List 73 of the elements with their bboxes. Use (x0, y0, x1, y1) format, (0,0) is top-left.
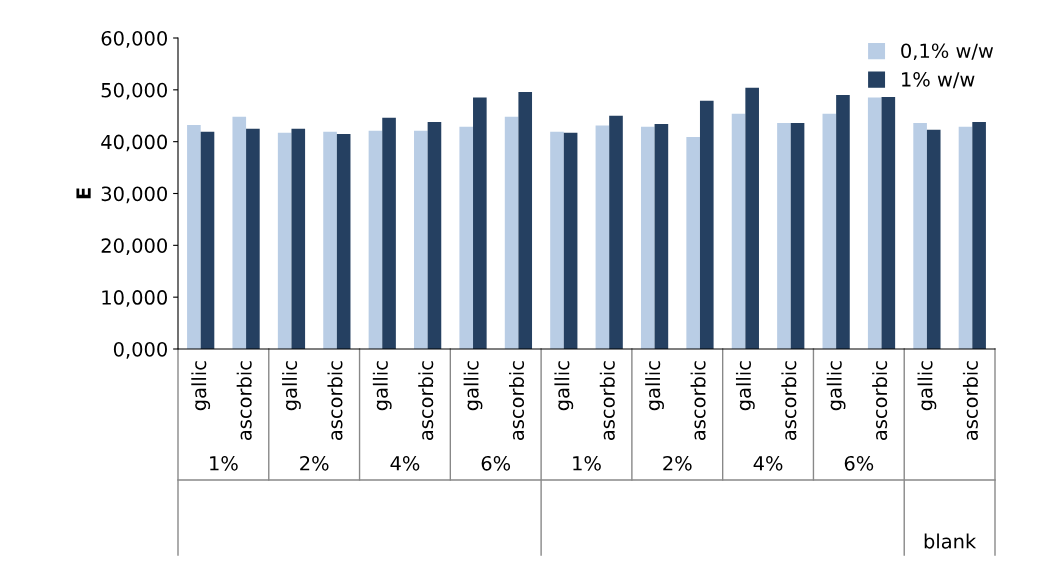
bar (232, 116, 247, 349)
x-tick-label: gallic (282, 361, 301, 411)
x-tick-label: gallic (463, 361, 483, 411)
x-tick-label: ascorbic (781, 361, 797, 441)
bar (200, 131, 215, 349)
y-tick-label: 60,000 (101, 30, 167, 48)
x-tick-label: ascorbic (690, 361, 706, 441)
bar (277, 132, 292, 349)
x-tick-label: ascorbic (962, 361, 978, 441)
bar (686, 137, 700, 349)
text: 2% (663, 455, 692, 471)
bar (745, 87, 759, 349)
text: 1% (210, 455, 238, 471)
x-tick-label: ascorbic (509, 361, 525, 441)
bar (958, 126, 973, 349)
y-axis-title: E (76, 188, 91, 199)
text: 6% (844, 455, 874, 471)
bar (926, 129, 941, 349)
bar (972, 121, 986, 349)
x-tick-label: ascorbic (418, 361, 434, 441)
text: 2% (300, 455, 329, 471)
legend-label: 0,1% w/w (901, 43, 994, 61)
bar (323, 131, 337, 349)
bar (427, 121, 442, 349)
text: 4% (390, 455, 420, 471)
bar (777, 123, 791, 349)
bar (731, 113, 746, 349)
y-tick-label: 50,000 (101, 82, 167, 100)
x-tick-label: ascorbic (599, 361, 615, 441)
bar (640, 126, 655, 349)
x-tick-label: gallic (191, 361, 211, 411)
bar (881, 97, 896, 349)
x-tick-label: gallic (735, 361, 755, 411)
bar (336, 133, 351, 349)
bar (790, 123, 805, 349)
y-tick-label: 0,000 (113, 341, 167, 359)
x-tick-label: gallic (645, 361, 664, 411)
bar (654, 124, 669, 349)
bar (382, 117, 396, 349)
bar (550, 131, 564, 349)
bar (563, 132, 578, 349)
bar (867, 97, 882, 349)
bar (699, 100, 714, 349)
x-tick-label: gallic (826, 361, 846, 411)
x-tick-label: gallic (372, 361, 392, 411)
bar (187, 125, 201, 349)
bar (518, 91, 533, 349)
bar (473, 97, 487, 349)
bar (595, 125, 610, 349)
bar (822, 113, 837, 349)
y-tick-label: 20,000 (101, 238, 167, 255)
legend-label: 1% w/w (902, 71, 975, 89)
y-tick-label: 10,000 (102, 290, 167, 307)
text: 1% (573, 455, 601, 471)
bar (246, 128, 260, 349)
bar (609, 115, 623, 349)
x-tick-label: ascorbic (236, 361, 252, 441)
y-tick-label: 40,000 (101, 134, 167, 152)
bar (291, 128, 306, 349)
text: 6% (481, 455, 511, 471)
x-tick-label: gallic (554, 361, 574, 411)
text: 4% (753, 455, 783, 471)
bar (836, 95, 850, 349)
x-tick-label: gallic (917, 361, 937, 411)
y-tick-label: 30,000 (101, 186, 167, 204)
text: blank (924, 533, 977, 549)
bar (913, 123, 927, 349)
bar (368, 130, 383, 349)
bar (459, 126, 474, 349)
x-tick-label: ascorbic (872, 361, 888, 441)
bar (504, 116, 519, 349)
bar (414, 130, 428, 349)
x-tick-label: ascorbic (327, 361, 343, 441)
